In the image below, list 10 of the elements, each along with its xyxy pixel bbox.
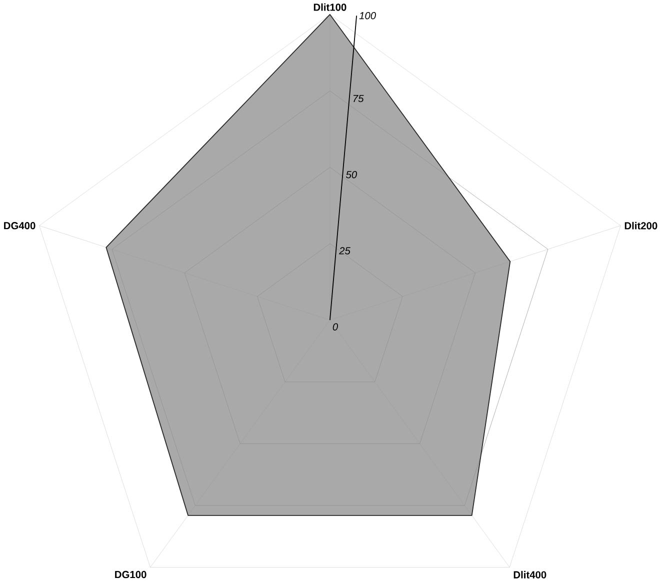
y-tick-label: 100 [359,12,376,20]
y-tick-label: 0 [332,323,338,331]
spoke-label: DG400 [4,222,36,230]
y-tick-label: 25 [339,247,350,254]
y-tick-label: 50 [346,171,357,178]
spoke-label: Dlit100 [314,3,346,11]
y-tick-label: 75 [353,95,364,102]
spoke-label: Dlit200 [624,222,658,230]
spoke-label: Dlit400 [514,571,546,579]
spoke-label: DG100 [115,571,146,578]
